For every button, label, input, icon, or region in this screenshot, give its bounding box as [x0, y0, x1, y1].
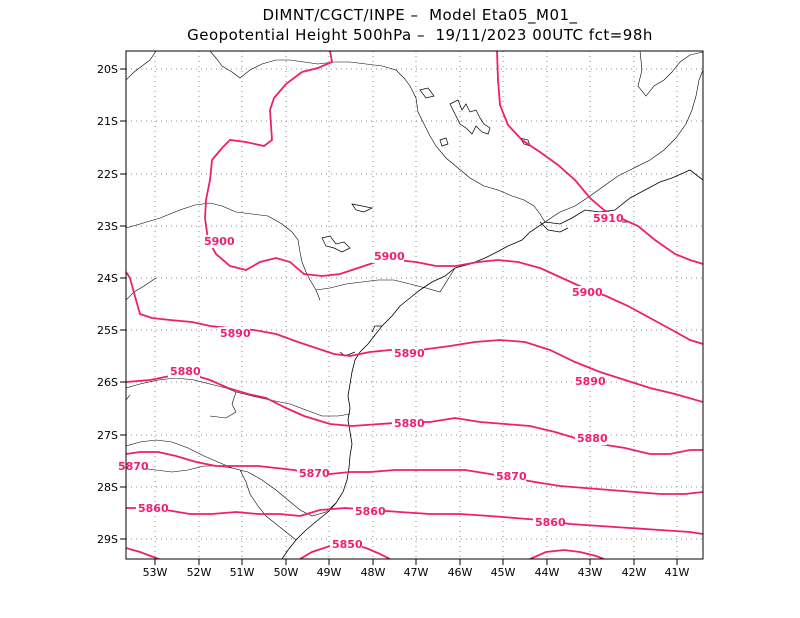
- lon-labels: 53W 52W 51W 50W 49W 48W 47W 46W 45W 44W …: [143, 566, 690, 579]
- contour-5900-north: [204, 51, 703, 345]
- contour-label: 5860: [355, 505, 386, 518]
- contour-5860: [126, 507, 703, 535]
- lon-label: 41W: [665, 566, 690, 579]
- contour-label: 5890: [220, 327, 251, 340]
- contour-lines: [126, 51, 703, 559]
- contour-5880: [126, 373, 703, 455]
- lon-label: 53W: [143, 566, 168, 579]
- grid: [126, 51, 703, 559]
- lon-label: 51W: [230, 566, 255, 579]
- contour-label: 5870: [118, 460, 149, 473]
- contour-label: 5860: [535, 516, 566, 529]
- lat-label: 20S: [97, 63, 118, 76]
- lat-label: 26S: [97, 376, 118, 389]
- lat-label: 28S: [97, 481, 118, 494]
- lat-label: 29S: [97, 533, 118, 546]
- contour-label: 5890: [394, 347, 425, 360]
- contour-label: 5870: [299, 467, 330, 480]
- contour-label: 5900: [572, 286, 603, 299]
- contour-label: 5910: [593, 212, 624, 225]
- lat-label: 27S: [97, 429, 118, 442]
- lat-label: 25S: [97, 324, 118, 337]
- lon-label: 44W: [535, 566, 560, 579]
- lat-label: 21S: [97, 115, 118, 128]
- reservoirs: [321, 87, 531, 253]
- title-line-2: Geopotential Height 500hPa – 19/11/2023 …: [187, 26, 653, 44]
- lon-label: 47W: [404, 566, 429, 579]
- contour-label: 5880: [577, 432, 608, 445]
- tick-marks: [120, 68, 678, 565]
- contour-label: 5900: [374, 250, 405, 263]
- lon-label: 52W: [187, 566, 212, 579]
- lon-label: 46W: [448, 566, 473, 579]
- contour-5890: [126, 271, 703, 403]
- contour-label: 5900: [204, 235, 235, 248]
- lon-label: 42W: [622, 566, 647, 579]
- title-line-1: DIMNT/CGCT/INPE – Model Eta05_M01_: [262, 6, 578, 24]
- contour-label: 5850: [332, 538, 363, 551]
- contour-5870: [126, 451, 703, 495]
- lat-label: 24S: [97, 272, 118, 285]
- contour-label: 5870: [496, 470, 527, 483]
- state-borders: [126, 51, 703, 541]
- contour-5850: [126, 547, 162, 559]
- contour-5850-c: [529, 549, 605, 559]
- lon-label: 49W: [317, 566, 342, 579]
- lon-label: 48W: [361, 566, 386, 579]
- contour-label: 5880: [394, 417, 425, 430]
- lat-label: 23S: [97, 220, 118, 233]
- contour-label: 5880: [170, 365, 201, 378]
- lon-label: 50W: [274, 566, 299, 579]
- lat-labels: 20S 21S 22S 23S 24S 25S 26S 27S 28S 29S: [97, 63, 118, 546]
- lon-label: 43W: [578, 566, 603, 579]
- contour-5910: [496, 51, 703, 265]
- contour-label: 5860: [138, 502, 169, 515]
- lon-label: 45W: [491, 566, 516, 579]
- contour-labels: 5910 5900 5900 5900 5890 5890 5890 5880 …: [118, 212, 624, 551]
- lat-label: 22S: [97, 168, 118, 181]
- contour-label: 5890: [575, 375, 606, 388]
- plot-frame: [125, 50, 704, 560]
